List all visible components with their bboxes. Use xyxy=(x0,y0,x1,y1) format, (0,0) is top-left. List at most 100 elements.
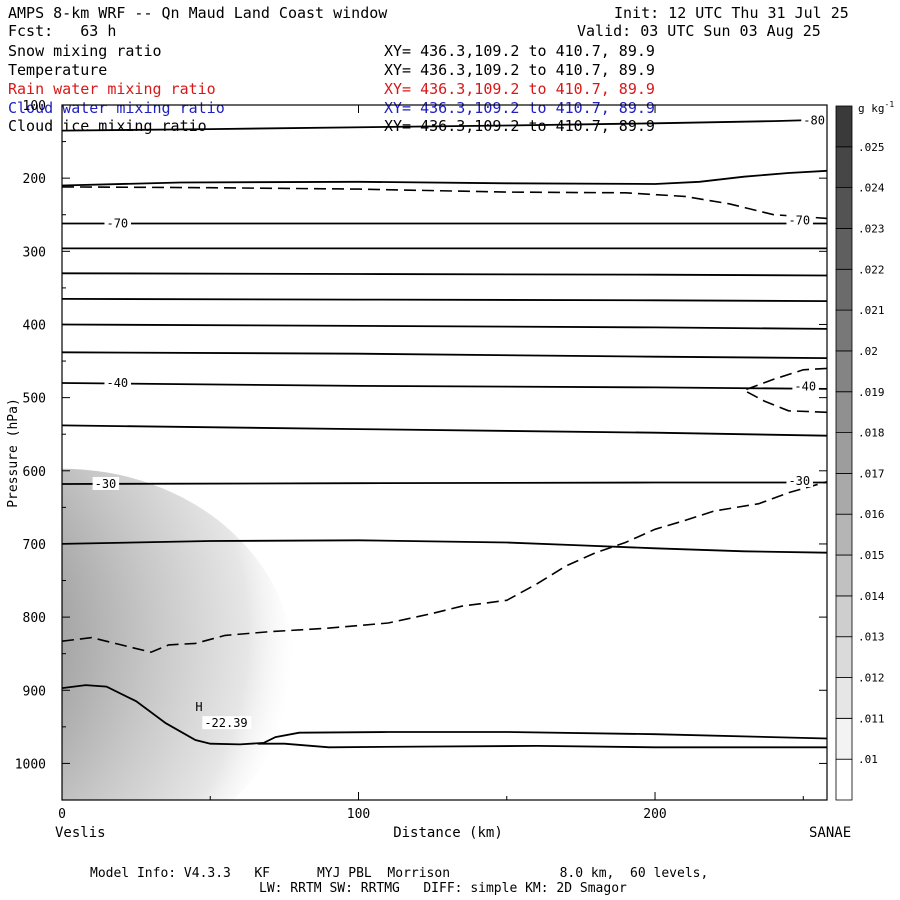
colorbar-swatch-6 xyxy=(835,513,853,556)
colorbar-swatch-16 xyxy=(835,105,853,148)
y-tick-label-6: 700 xyxy=(23,538,46,553)
dashed-isotherm-group xyxy=(62,186,827,654)
colorbar-label-6: .016 xyxy=(858,508,885,521)
plot-frame xyxy=(61,104,828,801)
y-tick-label-8: 900 xyxy=(23,684,46,699)
colorbar-swatch-7 xyxy=(835,472,853,515)
field-xy-snow: XY= 436.3,109.2 to 410.7, 89.9 xyxy=(384,42,655,60)
colorbar-swatch-14 xyxy=(835,187,853,229)
colorbar-label-5: .015 xyxy=(858,549,885,562)
isotherm-group xyxy=(62,118,827,749)
colorbar-swatch-13 xyxy=(835,228,853,270)
axis-ticks xyxy=(61,104,827,800)
colorbar-swatch-1 xyxy=(835,718,853,760)
field-xy-temperature: XY= 436.3,109.2 to 410.7, 89.9 xyxy=(384,61,655,79)
contour-label-bg-2 xyxy=(786,213,813,227)
dashed-isotherm-2 xyxy=(742,367,827,414)
colorbar-label-8: .018 xyxy=(858,427,885,440)
colorbar-swatch-11 xyxy=(835,309,853,352)
snow-shading xyxy=(62,468,294,800)
contour-label-bg-7 xyxy=(202,716,252,730)
contour-label-0: -80 xyxy=(803,113,825,127)
model-info-line2: LW: RRTM SW: RRTMG DIFF: simple KM: 2D S… xyxy=(259,881,627,896)
x-axis-label: Distance (km) xyxy=(393,825,503,841)
contour-label-bg-3 xyxy=(104,376,131,389)
isotherm-7 xyxy=(62,351,827,359)
y-tick-label-2: 300 xyxy=(23,245,46,260)
dashed-isotherm-0 xyxy=(62,186,827,220)
colorbar-swatch-3 xyxy=(835,636,853,678)
colorbar-label-3: .013 xyxy=(858,631,885,644)
isotherm-9 xyxy=(62,424,827,437)
field-name-snow: Snow mixing ratio xyxy=(8,42,162,60)
y-tick-label-7: 800 xyxy=(23,611,46,626)
y-tick-label-0: 100 xyxy=(23,99,46,114)
y-tick-label-3: 400 xyxy=(23,318,46,333)
colorbar-label-13: .023 xyxy=(858,223,885,236)
contour-label-bg-0 xyxy=(801,113,828,127)
colorbar-swatch-5 xyxy=(835,554,853,597)
isotherm-13 xyxy=(257,742,827,749)
colorbar-swatch-10 xyxy=(835,350,853,393)
contour-label-group: -80 -70 -70 -40 -40 -30 -30 -22.39H xyxy=(92,113,828,730)
contour-label-bg-6 xyxy=(786,474,813,488)
x-tick-labels: 0 100 200 xyxy=(58,807,667,822)
init-time: Init: 12 UTC Thu 31 Jul 25 xyxy=(614,4,849,22)
colorbar-label-12: .022 xyxy=(858,263,885,276)
endpoint-left: Veslis xyxy=(55,825,106,841)
isotherm-0 xyxy=(62,118,827,132)
colorbar-label-1: .011 xyxy=(858,712,885,725)
colorbar-label-4: .014 xyxy=(858,590,885,603)
y-tick-label-5: 600 xyxy=(23,465,46,480)
colorbar-label-10: .02 xyxy=(858,345,878,358)
forecast-hour: Fcst: 63 h xyxy=(8,22,117,40)
contour-label-bg-5 xyxy=(92,476,120,490)
contour-label-4: -40 xyxy=(794,380,816,394)
colorbar: .01 .011 .012 .013 .014 .015 .016 .017 .018 .019.… xyxy=(835,105,885,801)
isotherm-4 xyxy=(62,272,827,277)
valid-time: Valid: 03 UTC Sun 03 Aug 25 xyxy=(577,22,821,40)
endpoint-right: SANAE xyxy=(809,825,851,841)
chart-title: AMPS 8-km WRF -- Qn Maud Land Coast wind… xyxy=(8,4,388,22)
contour-label-5: -30 xyxy=(95,477,117,491)
model-info-line1: Model Info: V4.3.3 KF MYJ PBL Morrison 8… xyxy=(90,866,709,881)
colorbar-label-11: .021 xyxy=(858,304,885,317)
colorbar-label-7: .017 xyxy=(858,467,885,480)
colorbar-label-9: .019 xyxy=(858,386,885,399)
contour-label-6: -30 xyxy=(788,474,810,488)
field-name-cloud-water: Cloud water mixing ratio xyxy=(8,99,225,117)
y-axis-label: Pressure (hPa) xyxy=(6,398,21,508)
dashed-isotherm-1 xyxy=(62,481,827,654)
y-tick-labels: 100 200 300 400 500 600 700 800 900 1000 xyxy=(15,99,46,772)
colorbar-unit: g kg-1 xyxy=(858,100,894,115)
colorbar-swatch-9 xyxy=(835,391,853,433)
field-xy-cloud-water: XY= 436.3,109.2 to 410.7, 89.9 xyxy=(384,99,655,117)
colorbar-swatch-15 xyxy=(835,146,853,189)
isotherm-1 xyxy=(62,169,827,187)
isotherm-10 xyxy=(62,481,827,485)
isotherm-6 xyxy=(62,323,827,330)
isotherm-11 xyxy=(62,539,827,554)
x-tick-label-2: 200 xyxy=(643,807,666,822)
isotherm-12 xyxy=(62,684,827,746)
colorbar-swatch-0 xyxy=(835,758,853,801)
colorbar-label-0: .01 xyxy=(858,753,878,766)
y-tick-label-4: 500 xyxy=(23,392,46,407)
colorbar-swatch-8 xyxy=(835,432,853,474)
contour-label-3: -40 xyxy=(106,376,128,390)
colorbar-swatch-12 xyxy=(835,268,853,311)
colorbar-label-2: .012 xyxy=(858,672,885,685)
y-tick-label-9: 1000 xyxy=(15,757,46,772)
colorbar-label-14: .024 xyxy=(858,182,885,195)
colorbar-label-15: .025 xyxy=(858,141,885,154)
y-tick-label-1: 200 xyxy=(23,172,46,187)
contour-label-2: -70 xyxy=(788,214,810,228)
contour-label-bg-4 xyxy=(792,379,819,393)
high-marker: H xyxy=(195,700,202,714)
field-xy-rain: XY= 436.3,109.2 to 410.7, 89.9 xyxy=(384,80,655,98)
contour-label-7: -22.39 xyxy=(204,716,247,730)
contour-label-bg-1 xyxy=(104,216,131,230)
contour-label-1: -70 xyxy=(106,217,128,231)
colorbar-swatch-4 xyxy=(835,595,853,638)
